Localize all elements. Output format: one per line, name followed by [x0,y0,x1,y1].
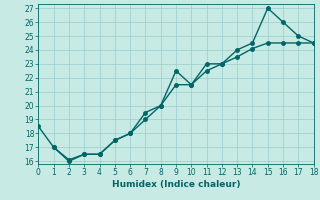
X-axis label: Humidex (Indice chaleur): Humidex (Indice chaleur) [112,180,240,189]
